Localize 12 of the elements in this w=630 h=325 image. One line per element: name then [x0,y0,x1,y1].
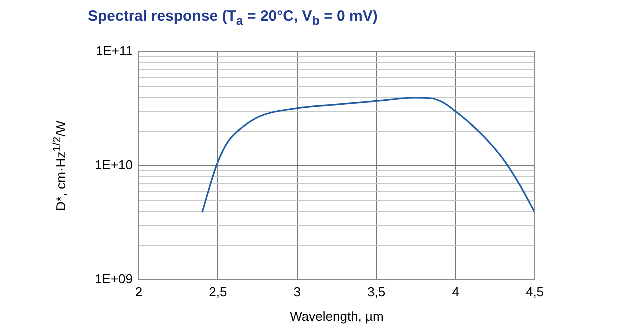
line-series [202,97,535,214]
x-tick-label: 2,5 [209,284,228,300]
y-tick-label: 1E+09 [95,272,133,287]
x-tick-label: 3 [294,284,302,300]
x-tick-label: 2 [135,284,143,300]
chart-title: Spectral response (T$_{a}$ = 20°C, V$_{b}$ = 0 mV) [88,8,378,28]
x-tick-label: 4 [452,284,460,300]
y-tick-label: 1E+11 [96,44,133,59]
y-tick-label: 1E+10 [95,158,133,173]
x-tick-label: 4,5 [526,284,544,300]
x-tick-label: 3,5 [368,284,386,300]
x-axis-title: Wavelength, µm [290,308,384,324]
